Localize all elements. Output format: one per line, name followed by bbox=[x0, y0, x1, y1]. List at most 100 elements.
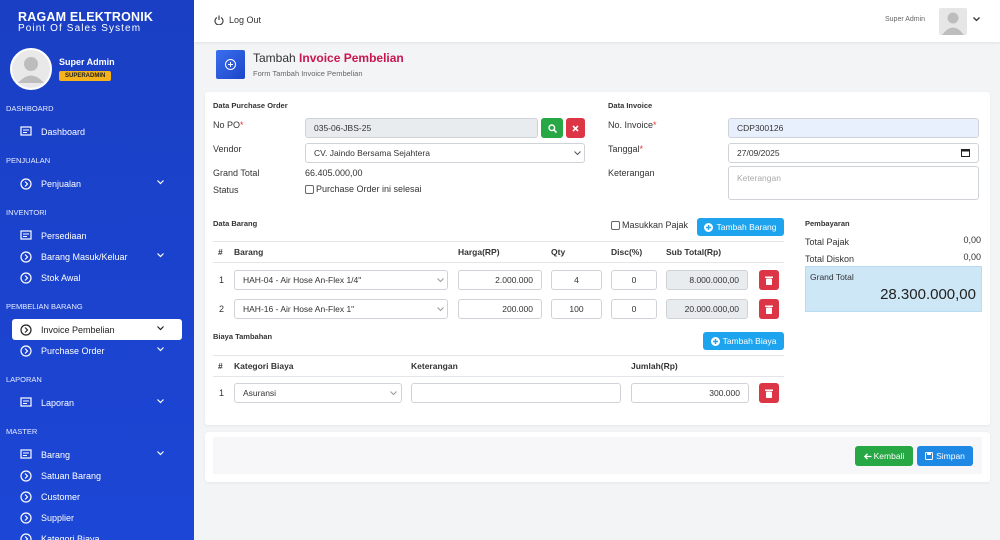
label: No PO* bbox=[213, 120, 244, 130]
nav-item[interactable]: Barang Masuk/Keluar bbox=[12, 246, 182, 267]
clear-button[interactable] bbox=[566, 118, 585, 138]
disc-input[interactable]: 0 bbox=[611, 299, 657, 319]
qty-input[interactable]: 4 bbox=[551, 270, 602, 290]
nav-item-label: Invoice Pembelian bbox=[41, 324, 115, 335]
button-label: Tambah Barang bbox=[716, 222, 777, 232]
nav-item-label: Barang bbox=[41, 449, 71, 460]
column-header: # bbox=[218, 361, 223, 371]
menu-icon bbox=[20, 490, 32, 503]
plus-icon bbox=[710, 336, 720, 346]
label: Total Diskon bbox=[805, 254, 855, 264]
delete-button[interactable] bbox=[759, 270, 779, 290]
sidebar: RAGAM ELEKTRONIK Point Of Sales System S… bbox=[0, 0, 194, 540]
nav-item-label: Stok Awal bbox=[41, 272, 81, 283]
label-text: No PO bbox=[213, 120, 241, 130]
nav-section: INVENTORI Persediaan Barang Masuk/Keluar St… bbox=[0, 197, 194, 291]
nav-item[interactable]: Penjualan bbox=[12, 173, 182, 194]
trash-icon bbox=[765, 305, 773, 314]
add-item-button[interactable]: Tambah Barang bbox=[697, 218, 784, 236]
item-select[interactable]: HAH-16 - Air Hose An-Flex 1" bbox=[234, 299, 448, 319]
button-label: Tambah Biaya bbox=[722, 336, 777, 346]
calendar-icon[interactable] bbox=[961, 148, 970, 157]
nav: DASHBOARD Dashboard PENJUALAN Penjualan INVE… bbox=[0, 93, 194, 540]
tax-checkbox[interactable]: Masukkan Pajak bbox=[611, 220, 688, 230]
nav-item[interactable]: Persediaan bbox=[12, 225, 182, 246]
menu-icon bbox=[20, 344, 32, 357]
divider bbox=[213, 241, 784, 242]
logout[interactable]: Log Out bbox=[229, 15, 262, 25]
vendor-select[interactable]: CV. Jaindo Bersama Sejahtera bbox=[305, 143, 585, 163]
checkbox[interactable] bbox=[611, 220, 620, 230]
grand-total-box bbox=[805, 266, 982, 312]
search-button[interactable] bbox=[541, 118, 563, 138]
select-arrow bbox=[390, 391, 397, 396]
nav-item[interactable]: Satuan Barang bbox=[12, 465, 182, 486]
nav-item[interactable]: Invoice Pembelian bbox=[12, 319, 182, 340]
label: Keterangan bbox=[608, 168, 655, 178]
subtotal-input[interactable]: 20.000.000,00 bbox=[666, 299, 748, 319]
invoice-input[interactable]: CDP300126 bbox=[728, 118, 979, 138]
disc-input[interactable]: 0 bbox=[611, 270, 657, 290]
label-text: No. Invoice bbox=[608, 120, 654, 130]
subtotal-input[interactable]: 8.000.000,00 bbox=[666, 270, 748, 290]
avatar bbox=[10, 48, 52, 90]
required-mark: * bbox=[653, 120, 657, 130]
value: 0,00 bbox=[963, 252, 981, 262]
notes-input[interactable] bbox=[411, 383, 621, 403]
section-title: Data Barang bbox=[213, 219, 258, 228]
add-cost-button[interactable]: Tambah Biaya bbox=[703, 332, 784, 350]
chevron bbox=[157, 326, 164, 331]
logout-icon bbox=[214, 15, 224, 25]
button-label: Kembali bbox=[873, 451, 905, 461]
status-checkbox[interactable]: Purchase Order ini selesai bbox=[305, 184, 422, 194]
date-input[interactable]: 27/09/2025 bbox=[728, 143, 979, 163]
chevron bbox=[157, 347, 164, 352]
nav-item[interactable]: Kategori Biaya bbox=[12, 528, 182, 540]
po-input[interactable]: 035-06-JBS-25 bbox=[305, 118, 538, 138]
row-number: 1 bbox=[219, 388, 225, 398]
nav-item-label: Laporan bbox=[41, 397, 75, 408]
column-header: Harga(RP) bbox=[458, 247, 500, 257]
nav-item-label: Purchase Order bbox=[41, 345, 105, 356]
notes-textarea[interactable]: Keterangan bbox=[728, 166, 979, 200]
row-number: 1 bbox=[219, 275, 225, 285]
nav-item[interactable]: Supplier bbox=[12, 507, 182, 528]
nav-item[interactable]: Laporan bbox=[12, 392, 182, 413]
menu-icon bbox=[20, 250, 32, 263]
title-highlight: Invoice Pembelian bbox=[299, 51, 404, 65]
label: Grand Total bbox=[213, 168, 260, 178]
price-input[interactable]: 2.000.000 bbox=[458, 270, 542, 290]
menu-icon bbox=[20, 230, 32, 240]
menu-icon bbox=[20, 397, 32, 407]
topbar: Log Out Super Admin bbox=[194, 0, 1000, 42]
amount-input[interactable]: 300.000 bbox=[631, 383, 749, 403]
clear-icon bbox=[572, 124, 579, 132]
back-button[interactable]: Kembali bbox=[855, 446, 913, 466]
header-icon bbox=[216, 50, 245, 79]
menu-icon bbox=[20, 469, 32, 482]
section-title: Pembayaran bbox=[805, 219, 850, 228]
nav-item[interactable]: Dashboard bbox=[12, 121, 182, 142]
column-header: # bbox=[218, 247, 223, 257]
required-mark: * bbox=[240, 120, 244, 130]
delete-button[interactable] bbox=[759, 299, 779, 319]
topbar-user[interactable]: Super Admin bbox=[885, 16, 926, 23]
nav-item[interactable]: Barang bbox=[12, 444, 182, 465]
price-input[interactable]: 200.000 bbox=[458, 299, 542, 319]
brand-name: RAGAM ELEKTRONIK bbox=[18, 10, 154, 24]
category-select[interactable]: Asuransi bbox=[234, 383, 402, 403]
nav-item[interactable]: Stok Awal bbox=[12, 267, 182, 288]
menu-icon bbox=[20, 449, 32, 459]
item-select[interactable]: HAH-04 - Air Hose An-Flex 1/4" bbox=[234, 270, 448, 290]
section-title: Biaya Tambahan bbox=[213, 332, 273, 341]
nav-item[interactable]: Purchase Order bbox=[12, 340, 182, 361]
nav-item[interactable]: Customer bbox=[12, 486, 182, 507]
checkbox[interactable] bbox=[305, 184, 314, 194]
label: Tanggal* bbox=[608, 144, 643, 154]
delete-button[interactable] bbox=[759, 383, 779, 403]
qty-input[interactable]: 100 bbox=[551, 299, 602, 319]
nav-section-title: LAPORAN bbox=[6, 375, 42, 384]
save-button[interactable]: Simpan bbox=[917, 446, 973, 466]
topbar-avatar[interactable] bbox=[939, 8, 967, 35]
topbar-caret[interactable] bbox=[973, 17, 980, 22]
